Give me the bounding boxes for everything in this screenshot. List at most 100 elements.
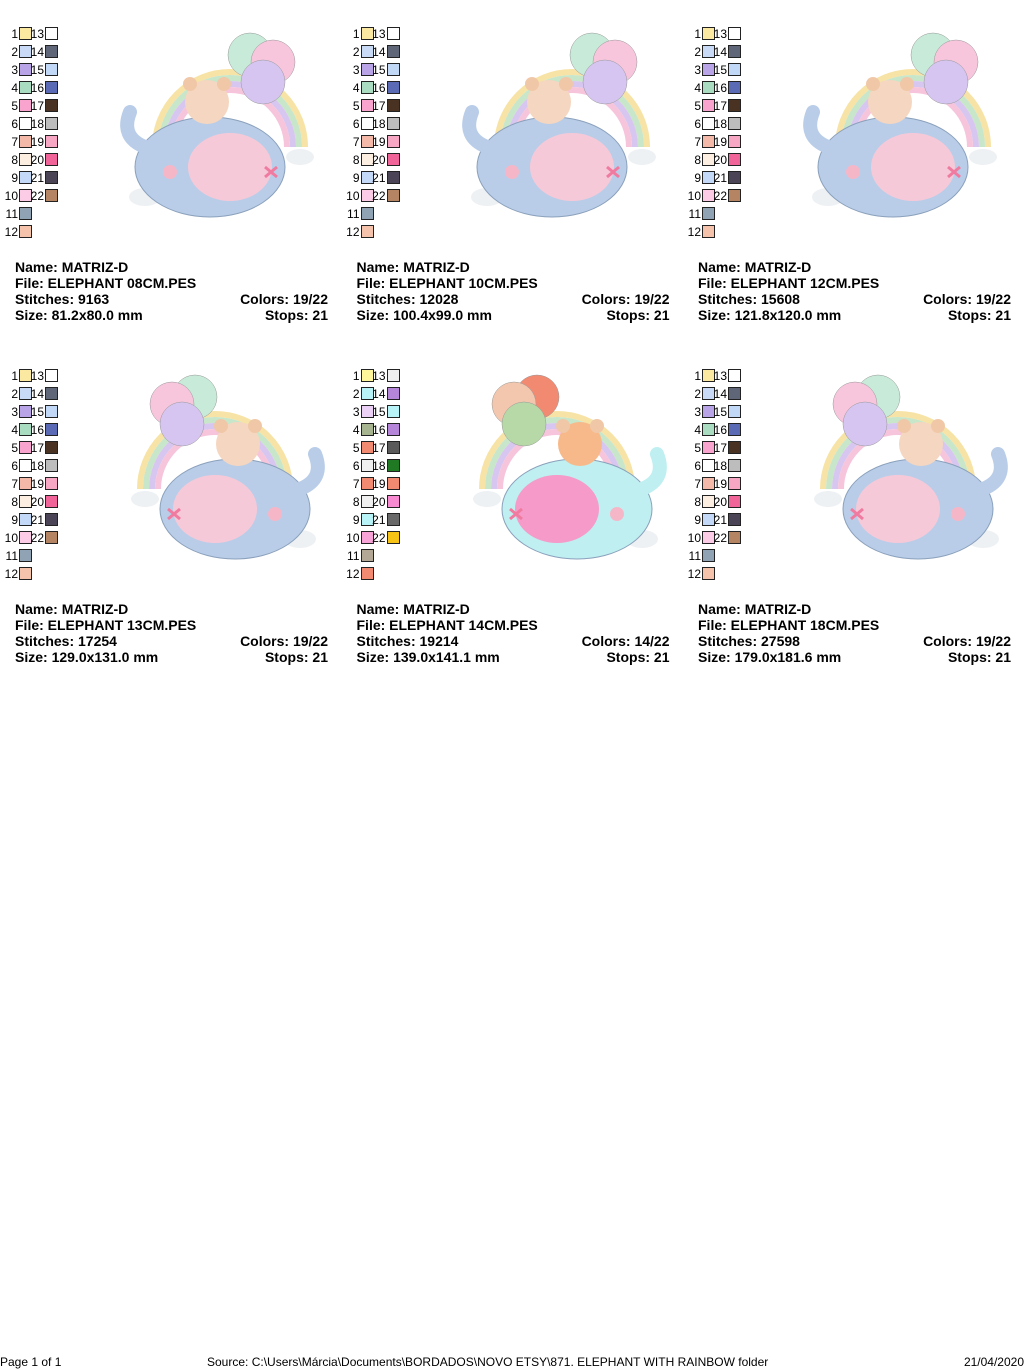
- design-card: 1 2 3 4 5 6 7 8 9 10 11 12 13 14 15 16 17 18 19 20 21 22 Name:…: [5, 369, 335, 669]
- swatch-number: 11: [347, 207, 360, 221]
- size-value: 179.0x181.6 mm: [734, 649, 842, 665]
- color-swatch: 16: [711, 423, 741, 437]
- swatch-number: 7: [694, 135, 701, 149]
- color-swatch: 5: [2, 99, 32, 113]
- embroidery-design-image: [131, 374, 325, 560]
- color-swatch: 17: [370, 441, 400, 455]
- size-field: Size: 139.0x141.1 mm: [357, 649, 500, 665]
- elephant-trunk: [293, 447, 325, 496]
- swatch-color: [728, 495, 741, 508]
- elephant-cheek: [268, 507, 282, 521]
- color-swatch: 22: [28, 189, 58, 203]
- swatch-number: 16: [372, 81, 386, 95]
- color-swatch: 5: [2, 441, 32, 455]
- embroidery-design-image: [814, 374, 1008, 560]
- color-swatch: 3: [344, 63, 374, 77]
- swatch-number: 9: [11, 171, 18, 185]
- swatch-number: 7: [11, 477, 18, 491]
- info-row: Stitches: 12028 Colors: 19/22: [357, 291, 670, 307]
- swatch-number: 18: [30, 117, 44, 131]
- swatch-color: [45, 63, 58, 76]
- color-swatch: 3: [2, 405, 32, 419]
- color-swatch: 12: [2, 567, 32, 581]
- name-field: Name: MATRIZ-D: [357, 259, 470, 275]
- swatch-color: [45, 495, 58, 508]
- swatch-number: 3: [352, 63, 360, 77]
- name-label: Name:: [698, 259, 741, 275]
- stops-field: Stops: 21: [948, 649, 1011, 665]
- info-row: Size: 81.2x80.0 mm Stops: 21: [15, 307, 328, 323]
- swatch-color: [45, 477, 58, 490]
- swatch-number: 9: [11, 513, 18, 527]
- elephant-ear: [856, 475, 940, 543]
- swatch-color: [360, 189, 374, 202]
- size-value: 139.0x141.1 mm: [393, 649, 500, 665]
- name-label: Name:: [698, 601, 741, 617]
- color-swatch: 22: [711, 531, 741, 545]
- colors-label: Colors:: [581, 633, 631, 649]
- swatch-color: [702, 567, 715, 580]
- swatch-number: 19: [372, 135, 386, 149]
- swatch-number: 4: [694, 423, 701, 437]
- swatch-color: [728, 45, 741, 58]
- stops-label: Stops:: [606, 307, 651, 323]
- stops-field: Stops: 21: [265, 307, 328, 323]
- swatch-color: [19, 441, 32, 454]
- info-row: Name: MATRIZ-D: [698, 601, 1011, 617]
- design-preview: [131, 374, 325, 560]
- swatch-color: [19, 531, 32, 544]
- balloon: [501, 401, 546, 447]
- color-swatch: 8: [2, 153, 32, 167]
- bear: [899, 422, 943, 466]
- swatch-number: 18: [713, 117, 727, 131]
- swatch-color: [45, 441, 58, 454]
- swatch-number: 14: [372, 45, 386, 59]
- swatch-color: [386, 477, 400, 490]
- bow: [605, 165, 620, 179]
- colors-label: Colors:: [240, 633, 290, 649]
- swatch-color: [728, 99, 741, 112]
- swatch-color: [702, 531, 715, 544]
- color-swatch: 20: [370, 495, 400, 509]
- info-row: Size: 179.0x181.6 mm Stops: 21: [698, 649, 1011, 665]
- swatch-number: 8: [352, 495, 360, 509]
- swatch-color: [386, 459, 400, 472]
- colors-label: Colors:: [240, 291, 290, 307]
- file-field: File: ELEPHANT 10CM.PES: [357, 275, 538, 291]
- swatch-color: [728, 63, 741, 76]
- color-swatch: 13: [711, 369, 741, 383]
- size-field: Size: 121.8x120.0 mm: [698, 307, 841, 323]
- info-row: File: ELEPHANT 18CM.PES: [698, 617, 1011, 633]
- color-swatch: 20: [711, 495, 741, 509]
- bear-ear: [897, 419, 911, 433]
- swatch-color: [19, 117, 32, 130]
- file-label: File:: [356, 275, 386, 291]
- rainbow-arc: [158, 75, 302, 148]
- info-row: Size: 100.4x99.0 mm Stops: 21: [357, 307, 670, 323]
- swatch-color: [702, 117, 715, 130]
- design-preview: [461, 32, 656, 218]
- swatch-color: [360, 495, 374, 508]
- swatch-color: [702, 153, 715, 166]
- swatch-number: 11: [5, 207, 18, 221]
- stitches-label: Stitches:: [15, 633, 75, 649]
- bear-ear: [589, 419, 604, 433]
- file-field: File: ELEPHANT 08CM.PES: [15, 275, 196, 291]
- swatch-color: [386, 423, 400, 436]
- swatch-number: 22: [713, 189, 727, 203]
- swatch-number: 12: [687, 567, 701, 581]
- swatch-number: 3: [11, 405, 18, 419]
- swatch-number: 18: [372, 459, 386, 473]
- color-swatch: 7: [685, 135, 715, 149]
- elephant-trunk: [803, 105, 835, 154]
- info-row: Name: MATRIZ-D: [15, 259, 328, 275]
- color-swatch: 21: [711, 171, 741, 185]
- size-field: Size: 81.2x80.0 mm: [15, 307, 143, 323]
- color-swatch: 7: [344, 477, 374, 491]
- swatch-number: 22: [30, 531, 44, 545]
- swatch-number: 7: [694, 477, 701, 491]
- color-swatch: 1: [685, 369, 715, 383]
- name-label: Name:: [15, 259, 58, 275]
- design-card: 1 2 3 4 5 6 7 8 9 10 11 12 13 14 15 16 17 18 19 20 21 22 Name:…: [688, 369, 1018, 669]
- swatch-color: [386, 405, 400, 418]
